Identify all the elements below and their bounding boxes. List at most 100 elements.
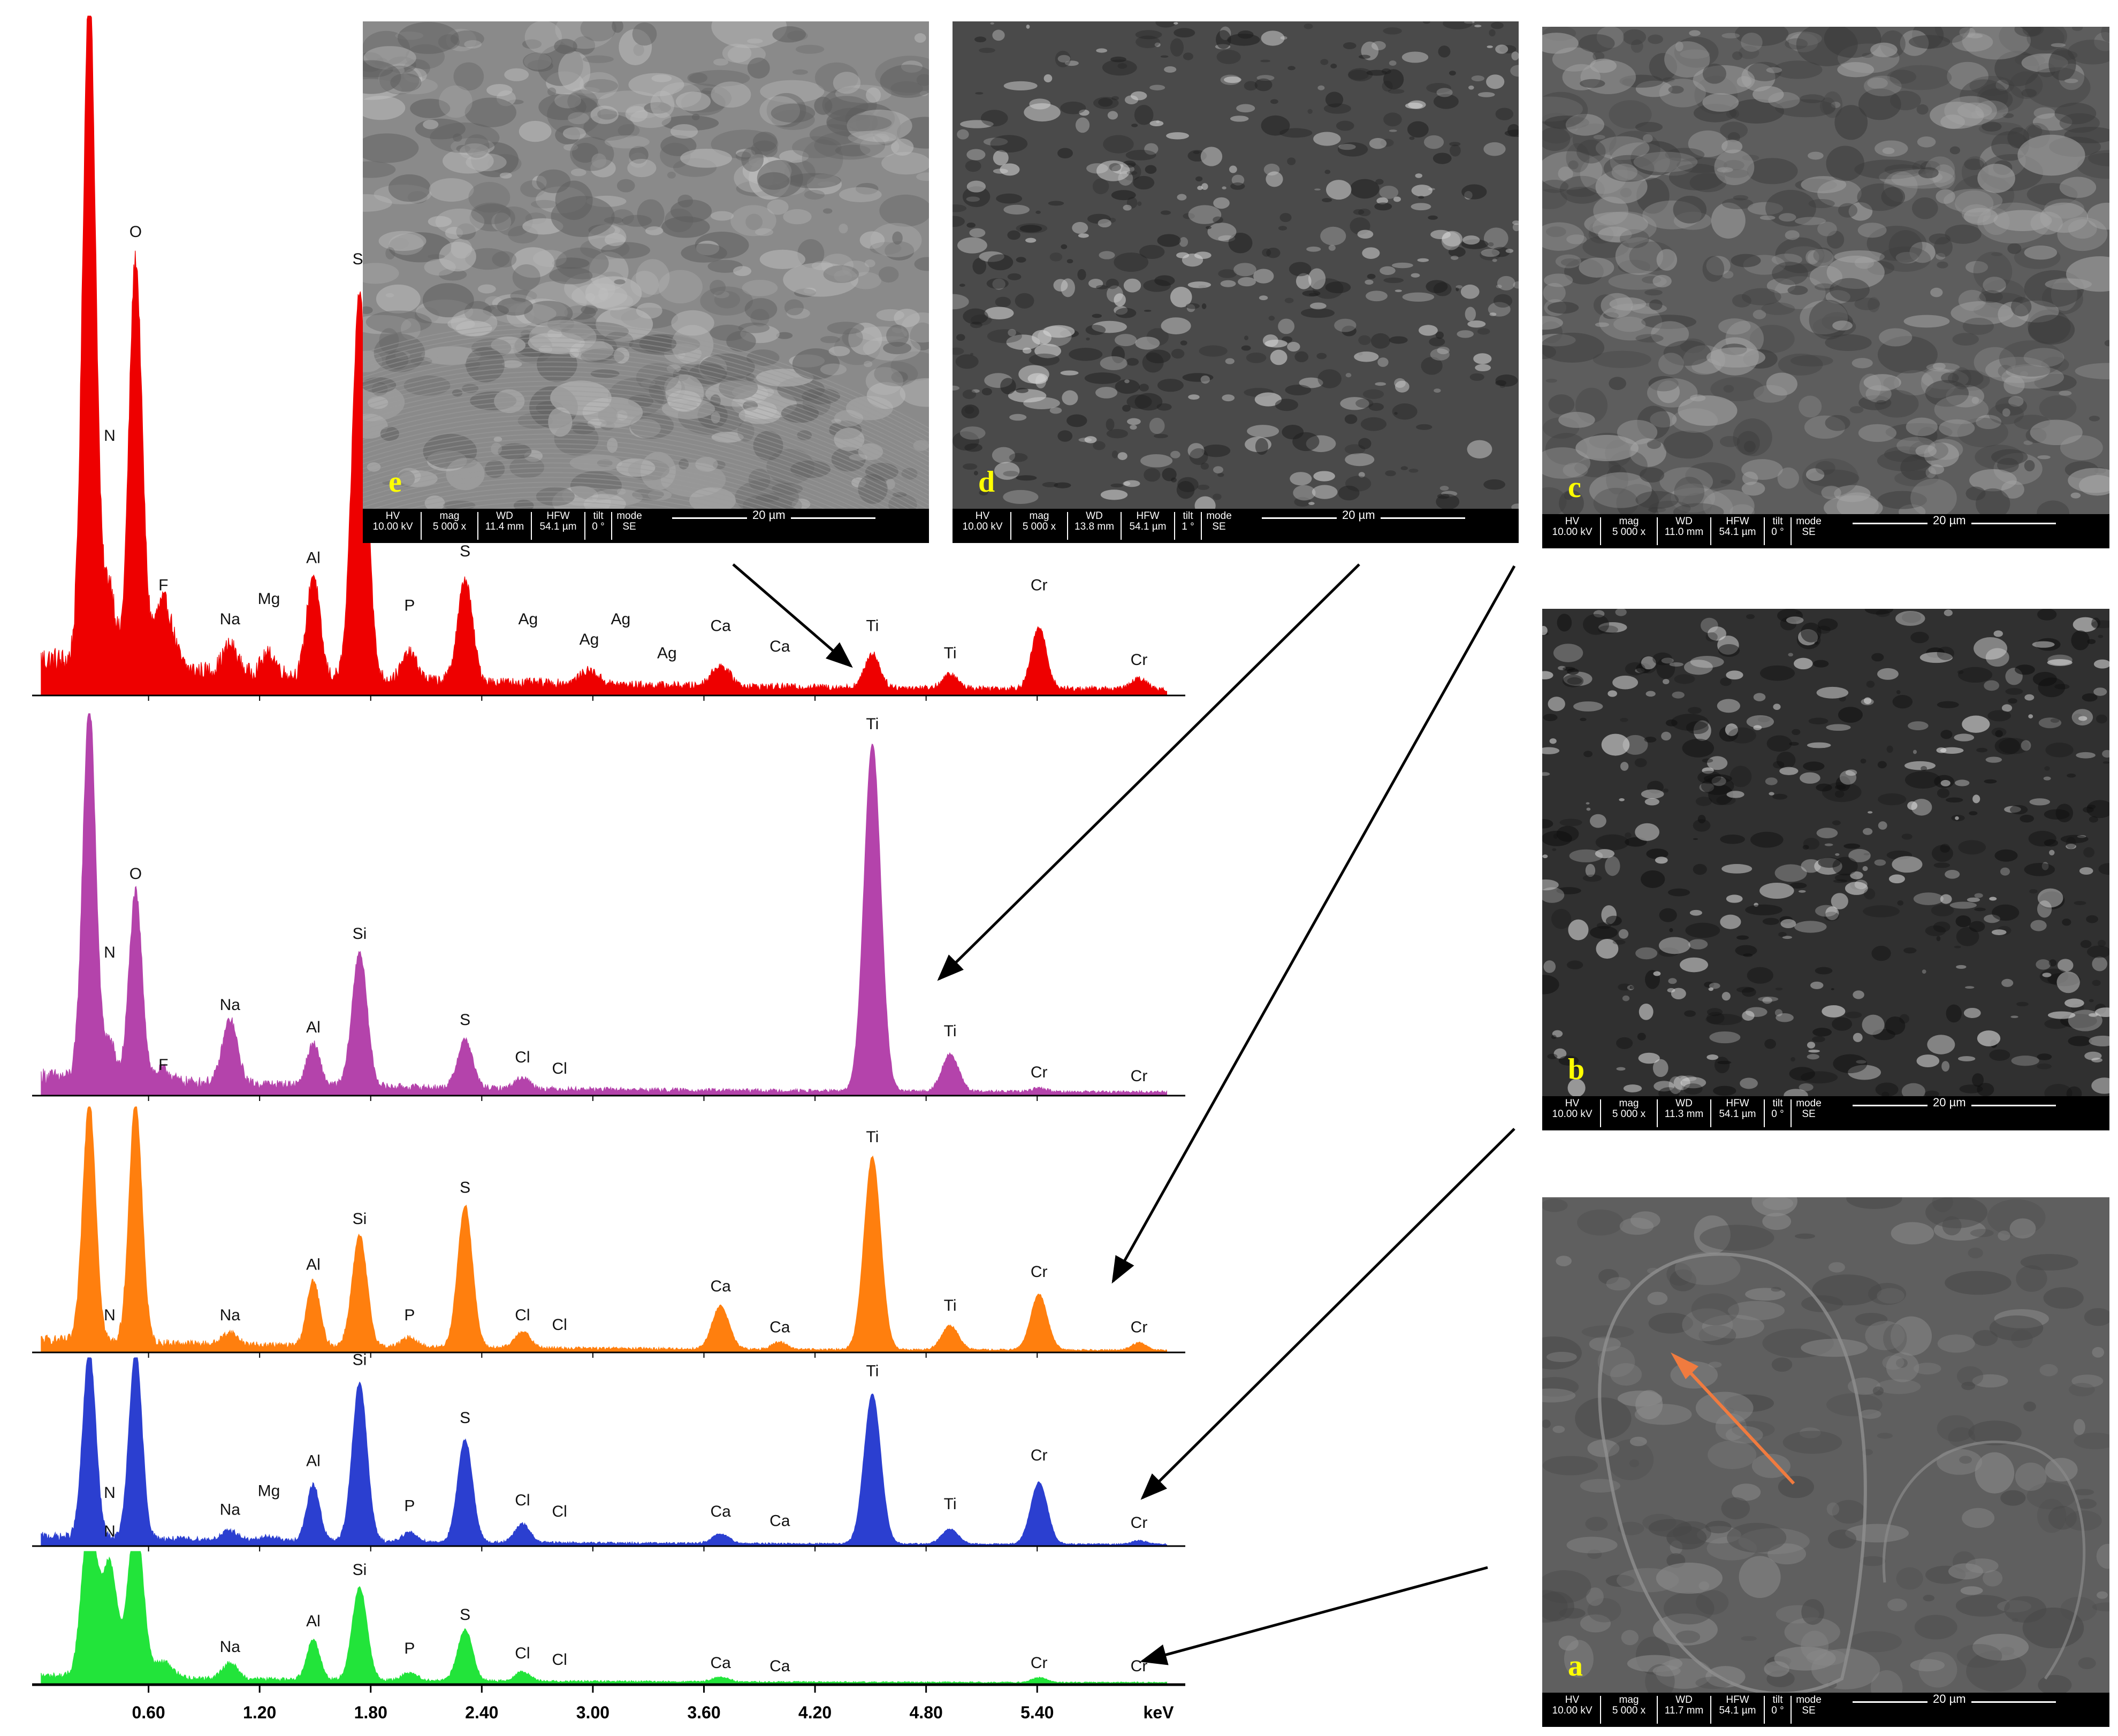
texture-grain <box>1650 411 1677 428</box>
peak-label-d-1: O <box>129 865 142 883</box>
texture-grain <box>1826 1502 1840 1516</box>
texture-grain <box>1694 1215 1731 1255</box>
texture-grain <box>1903 947 1917 954</box>
texture-grain <box>1843 843 1861 849</box>
info-tilt-value: 1 ° <box>1182 521 1194 532</box>
texture-grain <box>1643 134 1653 143</box>
texture-grain <box>1115 308 1137 318</box>
texture-grain <box>568 112 589 125</box>
texture-grain <box>691 113 700 120</box>
texture-grain <box>1328 244 1336 251</box>
texture-grain <box>1308 293 1319 296</box>
texture-grain <box>1173 22 1178 25</box>
texture-grain <box>1566 187 1597 197</box>
texture-grain <box>1562 675 1584 687</box>
texture-grain <box>1758 996 1779 1002</box>
texture-grain <box>636 259 670 295</box>
texture-grain <box>1958 840 1986 855</box>
texture-grain <box>1480 250 1500 261</box>
texture-grain <box>2051 277 2078 311</box>
texture-grain <box>980 110 1008 127</box>
texture-grain <box>1878 793 1907 806</box>
texture-grain <box>1622 29 1647 45</box>
texture-grain <box>1376 197 1389 204</box>
texture-grain <box>1456 287 1459 292</box>
texture-grain <box>1984 779 1997 784</box>
texture-grain <box>1556 825 1579 842</box>
texture-grain <box>1511 503 1519 509</box>
texture-grain <box>730 205 776 236</box>
texture-grain <box>1511 51 1519 60</box>
texture-grain <box>1369 137 1387 149</box>
info-tilt-value: 0 ° <box>1771 1705 1784 1716</box>
texture-grain <box>1092 320 1127 333</box>
texture-grain <box>1008 328 1016 337</box>
texture-grain <box>2038 677 2066 698</box>
texture-grain <box>2064 998 2084 1008</box>
texture-grain <box>1837 62 1875 78</box>
texture-grain <box>1977 1083 1994 1096</box>
texture-grain <box>1656 1658 1712 1689</box>
texture-grain <box>2060 435 2103 461</box>
texture-grain <box>1325 281 1351 294</box>
texture-grain <box>2070 492 2081 499</box>
texture-grain <box>1201 303 1207 309</box>
info-wd-label: WD <box>1675 1098 1693 1109</box>
texture-grain <box>1809 300 1849 340</box>
texture-grain <box>1566 143 1590 173</box>
peak-label-e-10: Ag <box>518 610 538 628</box>
texture-grain <box>2021 740 2031 751</box>
texture-grain <box>2006 364 2050 379</box>
texture-grain <box>1714 1057 1730 1074</box>
texture-grain <box>733 266 752 277</box>
texture-grain <box>859 135 900 158</box>
texture-grain <box>2047 659 2073 666</box>
texture-grain <box>1464 21 1475 24</box>
texture-grain <box>1785 38 1808 50</box>
texture-grain <box>1489 29 1496 36</box>
texture-grain <box>1236 104 1255 113</box>
texture-grain <box>1149 120 1164 127</box>
texture-streak <box>363 448 837 509</box>
texture-grain <box>1833 879 1848 883</box>
peak-label-a-6: Cl <box>515 1645 530 1662</box>
texture-grain <box>1708 1440 1757 1470</box>
texture-grain <box>1657 487 1733 514</box>
peak-label-e-17: Ti <box>944 645 957 662</box>
texture-grain <box>1976 747 1988 753</box>
texture-grain <box>604 135 650 149</box>
info-hv-c: HV 10.00 kV <box>1545 516 1599 538</box>
info-separator <box>1067 512 1068 540</box>
micrograph-texture-a <box>1542 1197 2109 1693</box>
texture-grain <box>1623 1084 1642 1092</box>
texture-grain <box>1974 893 1983 898</box>
texture-grain <box>1761 302 1795 315</box>
info-tilt-label: tilt <box>1772 1694 1783 1706</box>
texture-grain <box>1916 104 1929 115</box>
texture-grain <box>883 342 912 355</box>
texture-grain <box>1595 834 1629 851</box>
cell-outline <box>1598 1252 1867 1693</box>
texture-grain <box>1884 164 1921 175</box>
texture-grain <box>1596 938 1619 959</box>
texture-grain <box>1823 495 1883 514</box>
info-mag-label: mag <box>1029 510 1049 522</box>
x-tick-label-3: 2.40 <box>465 1703 498 1722</box>
info-hfw-a: HFW 54.1 µm <box>1712 1695 1763 1716</box>
texture-grain <box>1556 1256 1572 1266</box>
texture-grain <box>581 305 598 315</box>
texture-grain <box>1987 1199 2046 1236</box>
texture-grain <box>1931 904 1954 916</box>
texture-grain <box>1937 1449 1983 1475</box>
texture-grain <box>1180 340 1187 346</box>
texture-grain <box>1722 198 1754 210</box>
info-separator <box>1764 1099 1765 1127</box>
texture-grain <box>1682 738 1715 758</box>
sem-image-e: e HV 10.00 kV mag 5 000 x WD 11.4 mm HFW 54.1 µm… <box>363 21 929 543</box>
texture-streak <box>363 409 919 509</box>
texture-grain <box>2068 1382 2095 1397</box>
texture-grain <box>1929 233 1951 245</box>
texture-grain <box>1019 225 1042 233</box>
texture-grain <box>1016 387 1028 393</box>
